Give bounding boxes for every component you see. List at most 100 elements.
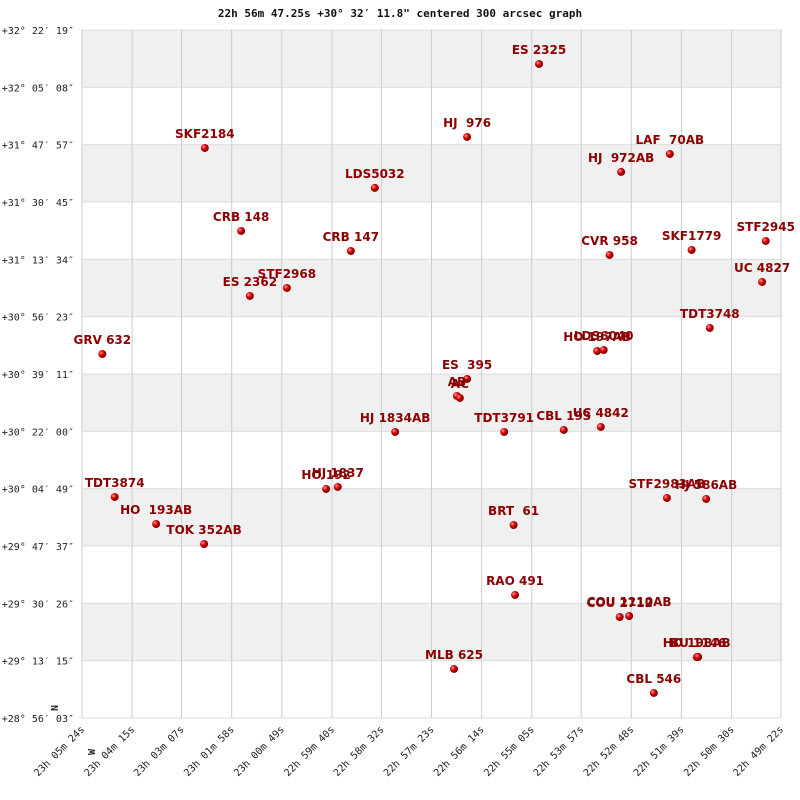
star-point: [694, 652, 703, 661]
y-tick-label: +29° 13′ 15″: [2, 657, 74, 668]
star-label: CRB 148: [213, 210, 269, 224]
star-label: UC 4827: [734, 261, 790, 275]
star-label: HJ 1834AB: [360, 411, 431, 425]
star-point: [237, 226, 246, 235]
star-label: TDT3791: [474, 411, 534, 425]
star-label: TDT3748: [680, 307, 740, 321]
star-point: [705, 323, 714, 332]
star-label: STF2945: [737, 220, 795, 234]
star-point: [687, 245, 696, 254]
star-point: [333, 482, 342, 491]
star-label: ES 2325: [512, 43, 566, 57]
x-tick-label: 22h 50m 30s: [682, 724, 737, 779]
y-tick-label: +32° 05′ 08″: [2, 83, 74, 94]
star-point: [450, 664, 459, 673]
star-point: [463, 374, 472, 383]
star-point: [615, 612, 624, 621]
star-label: SKF2184: [175, 127, 235, 141]
star-point: [511, 590, 520, 599]
star-point: [110, 492, 119, 501]
star-label: MLB 625: [425, 648, 483, 662]
star-point: [463, 132, 472, 141]
y-tick-label: +29° 30′ 26″: [2, 599, 74, 610]
star-point: [455, 393, 464, 402]
star-point: [500, 427, 509, 436]
star-label: CVR 958: [581, 234, 638, 248]
star-label: HJ 586AB: [675, 478, 737, 492]
star-label: COU 1110AB: [587, 595, 672, 609]
y-tick-label: +32° 22′ 19″: [2, 26, 74, 37]
star-label: ES 2362: [223, 275, 277, 289]
star-label: STF2968: [258, 267, 316, 281]
y-tick-label: +30° 22′ 00″: [2, 427, 74, 438]
star-label: HJ 972AB: [588, 151, 654, 165]
star-point: [605, 250, 614, 259]
x-tick-label: 23h 00m 49s: [232, 724, 287, 779]
star-label: ES 395: [442, 358, 492, 372]
star-point: [200, 539, 209, 548]
x-tick-label: 22h 51m 39s: [632, 724, 687, 779]
y-tick-label: +30° 04′ 49″: [2, 485, 74, 496]
star-point: [702, 494, 711, 503]
star-label: HJ 1837: [312, 466, 364, 480]
x-tick-label: 22h 55m 05s: [482, 724, 537, 779]
star-point: [665, 149, 674, 158]
star-point: [509, 520, 518, 529]
star-label: BU 1146: [670, 636, 726, 650]
star-point: [596, 422, 605, 431]
star-label: TDT3874: [85, 476, 145, 490]
star-label: HO 192: [301, 468, 350, 482]
star-point: [346, 246, 355, 255]
star-label: CBL 193: [536, 409, 591, 423]
north-marker: N: [50, 705, 61, 711]
x-tick-label: 22h 58m 32s: [332, 724, 387, 779]
star-point: [649, 688, 658, 697]
star-label: LDS6040: [574, 329, 634, 343]
star-point: [593, 346, 602, 355]
star-point: [617, 167, 626, 176]
y-tick-label: +29° 47′ 37″: [2, 542, 74, 553]
x-tick-label: 22h 56m 14s: [432, 724, 487, 779]
star-point: [599, 345, 608, 354]
x-tick-label: 22h 57m 23s: [382, 724, 437, 779]
star-point: [758, 277, 767, 286]
star-label: AB: [448, 375, 466, 389]
y-tick-label: +31° 47′ 57″: [2, 141, 74, 152]
x-tick-label: 22h 49m 22s: [732, 724, 787, 779]
star-point: [152, 519, 161, 528]
x-tick-label: 22h 59m 40s: [282, 724, 337, 779]
star-label: AC: [451, 377, 469, 391]
star-point: [370, 183, 379, 192]
star-point: [662, 493, 671, 502]
star-label: LDS5032: [345, 167, 405, 181]
star-label: HO 193AB: [120, 503, 192, 517]
star-label: RAO 491: [486, 574, 544, 588]
chart-title: 22h 56m 47.25s +30° 32′ 11.8" centered 3…: [218, 7, 582, 20]
star-label: SKF1779: [662, 229, 722, 243]
star-point: [282, 283, 291, 292]
x-tick-label: 23h 03m 07s: [132, 724, 187, 779]
star-label: CRB 147: [323, 230, 379, 244]
star-label: TOK 352AB: [166, 523, 241, 537]
x-tick-label: 23h 05m 24s: [33, 724, 88, 779]
x-tick-label: 22h 52m 48s: [582, 724, 637, 779]
star-point: [200, 143, 209, 152]
y-tick-label: +31° 30′ 45″: [2, 198, 74, 209]
star-label: HO 197AB: [563, 330, 631, 344]
y-tick-label: +28° 56′ 03″: [2, 714, 74, 725]
star-point: [98, 349, 107, 358]
star-label: STF2983AB: [628, 477, 705, 491]
y-tick-label: +31° 13′ 34″: [2, 255, 74, 266]
x-tick-label: 22h 53m 57s: [532, 724, 587, 779]
west-marker: W: [87, 748, 98, 755]
star-label: LAF 70AB: [636, 133, 705, 147]
star-label: HO 198AB: [663, 636, 731, 650]
star-point: [391, 427, 400, 436]
star-point: [761, 236, 770, 245]
star-label: HJ 976: [443, 116, 491, 130]
star-point: [535, 59, 544, 68]
star-point: [625, 611, 634, 620]
star-point: [245, 291, 254, 300]
star-label: COU 2712: [587, 596, 653, 610]
